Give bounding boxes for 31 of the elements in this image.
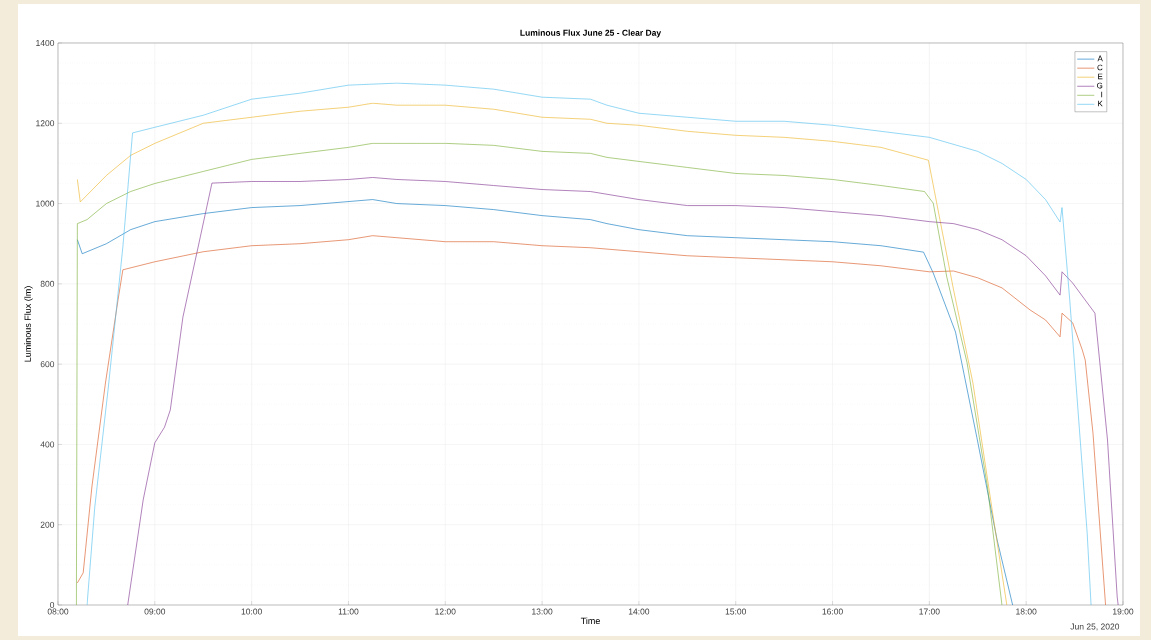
x-tick-label: 11:00 xyxy=(338,608,359,615)
x-tick-label: 13:00 xyxy=(532,608,553,615)
y-tick-label: 1400 xyxy=(36,39,55,46)
y-tick-label: 1200 xyxy=(36,120,55,127)
x-tick-label: 17:00 xyxy=(919,608,940,615)
x-tick-label: 15:00 xyxy=(725,608,747,615)
legend-label: K xyxy=(1098,100,1103,107)
x-tick-label: 14:00 xyxy=(628,608,650,615)
legend-label: I xyxy=(1101,91,1103,98)
line-series xyxy=(127,177,1119,605)
x-tick-label: 19:00 xyxy=(1113,608,1134,615)
x-tick-label: 08:00 xyxy=(47,608,69,615)
chart-title: Luminous Flux June 25 - Clear Day xyxy=(520,29,662,38)
y-tick-label: 800 xyxy=(40,280,55,287)
legend-label: A xyxy=(1097,55,1103,62)
x-tick-label: 09:00 xyxy=(144,608,166,615)
x-tick-label: 10:00 xyxy=(241,608,262,615)
y-tick-label: 600 xyxy=(40,361,55,368)
x-tick-label: 12:00 xyxy=(435,608,456,615)
x-tick-label: 16:00 xyxy=(822,608,843,615)
y-tick-label: 400 xyxy=(40,441,55,448)
x-axis-title: Time xyxy=(580,617,600,625)
x-tick-label: 18:00 xyxy=(1016,608,1037,615)
legend-label: E xyxy=(1098,73,1103,80)
legend-label: G xyxy=(1097,82,1103,89)
legend-label: C xyxy=(1097,64,1103,71)
y-tick-label: 1000 xyxy=(36,200,55,207)
text: Jun 25, 2020 xyxy=(1070,623,1120,631)
y-tick-label: 200 xyxy=(40,521,55,528)
y-tick-label: 0 xyxy=(50,602,55,608)
y-axis-title: Luminous Flux (lm) xyxy=(24,286,33,362)
